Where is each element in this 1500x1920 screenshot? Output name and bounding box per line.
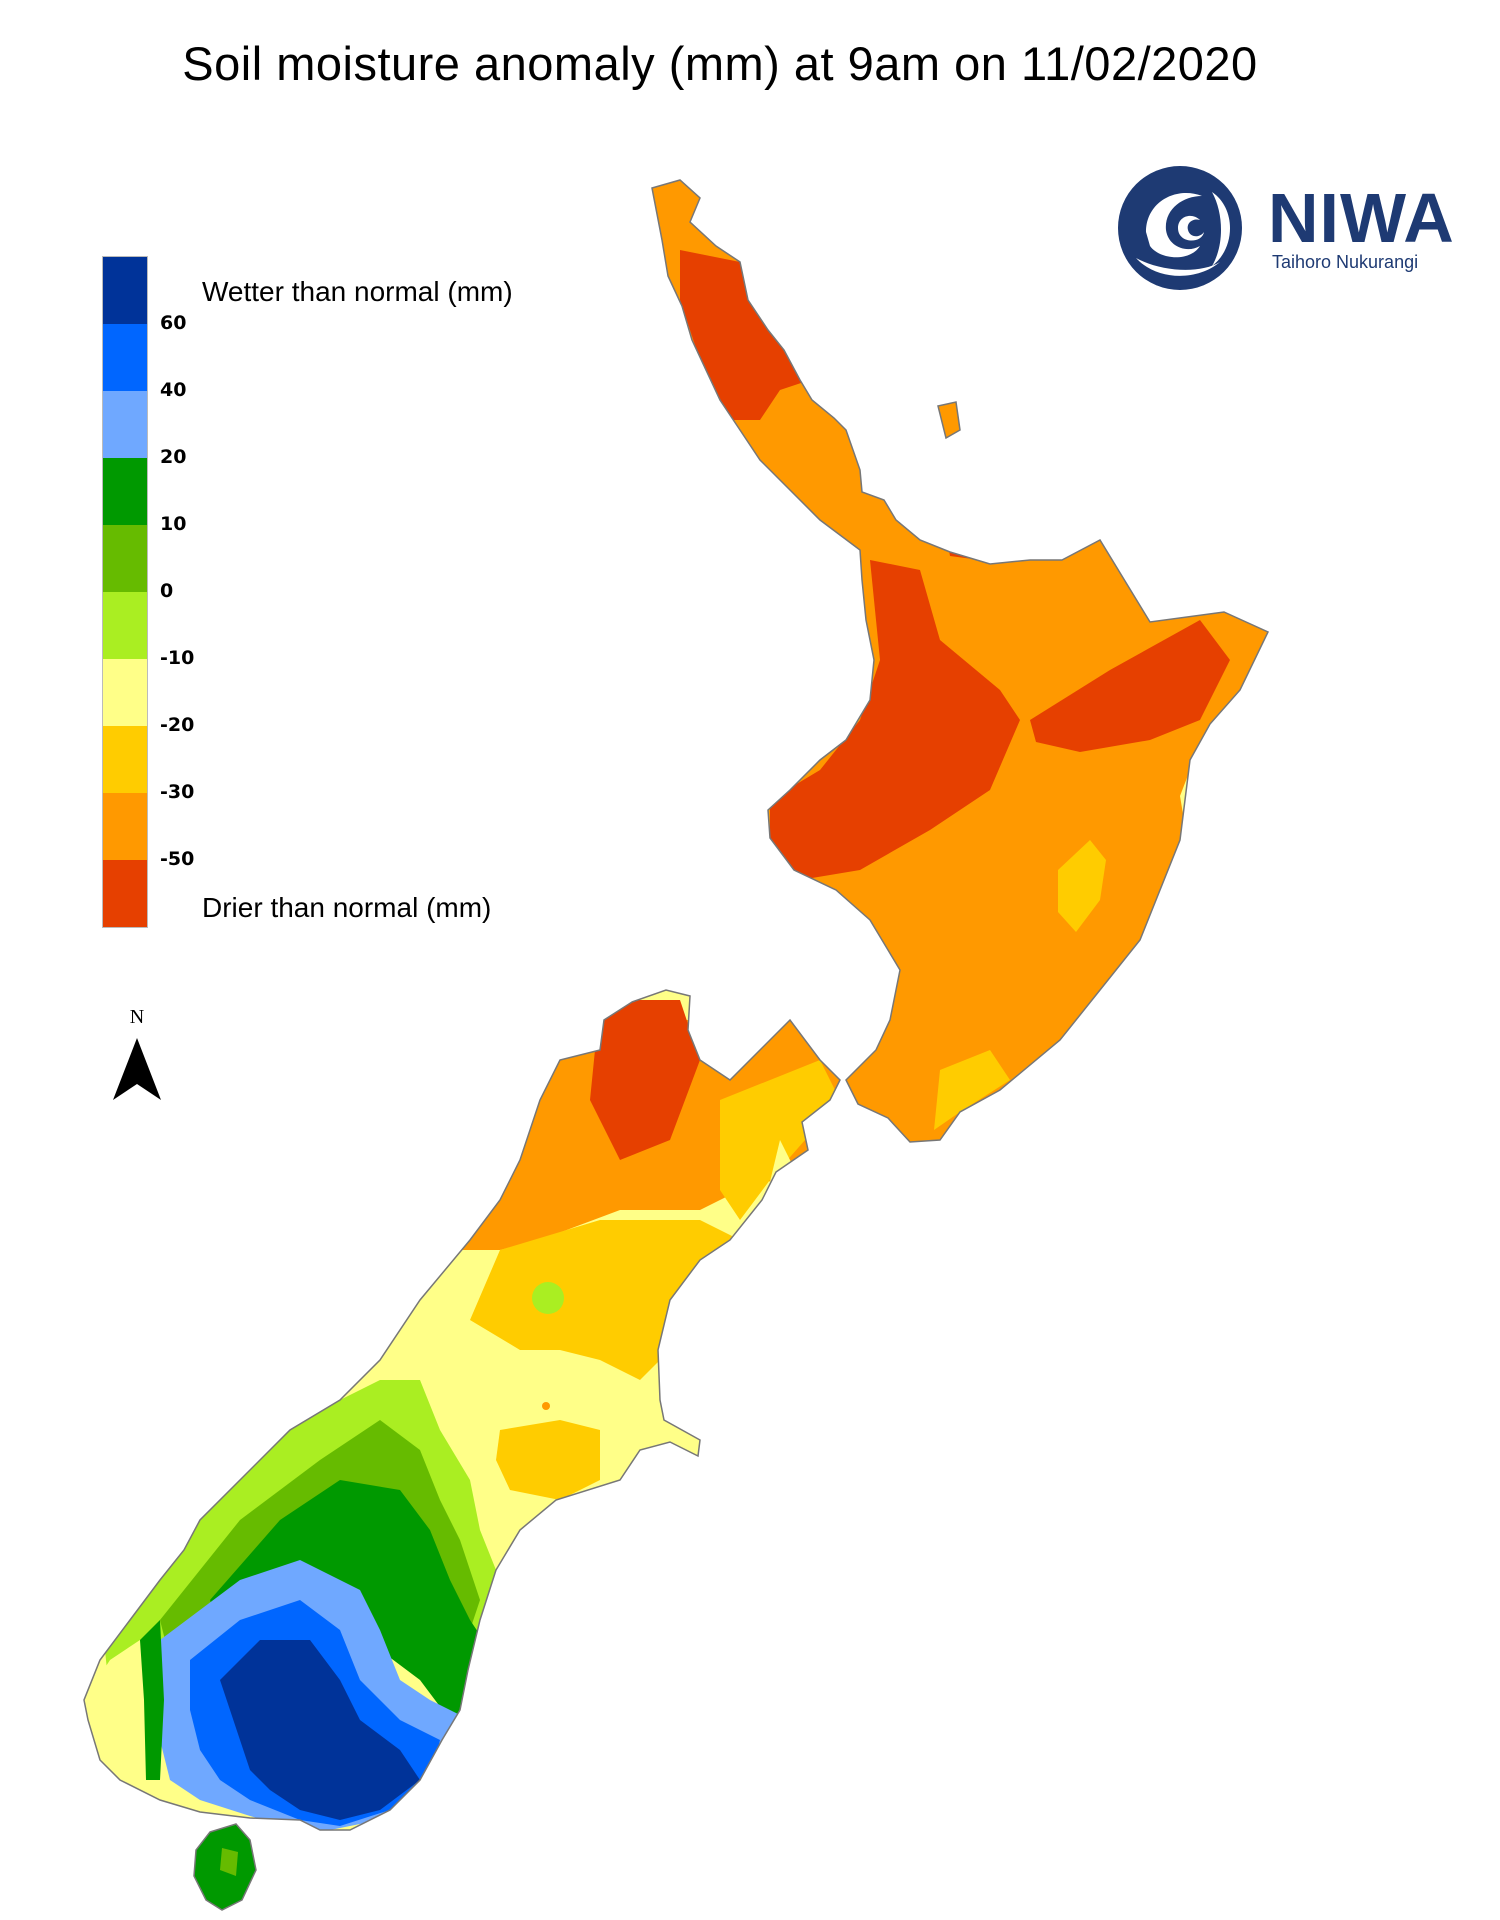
legend-swatch-very-wet (103, 324, 147, 391)
legend-tick-10: 10 (160, 513, 187, 535)
south-island (83, 989, 841, 1831)
legend-tick-minus-50: -50 (160, 848, 195, 870)
niwa-subtitle: Taihoro Nukurangi (1272, 252, 1419, 272)
legend-swatch-extremely-wet (103, 257, 147, 324)
niwa-swirl-icon (1118, 166, 1242, 290)
legend-tick-40: 40 (160, 379, 187, 401)
legend-swatch-dry (103, 793, 147, 860)
stewart-island (193, 1823, 257, 1911)
legend-swatch-near-normal-wet (103, 525, 147, 592)
legend-swatch-moderately-dry (103, 726, 147, 793)
legend-swatch-near-normal-dry (103, 592, 147, 659)
north-arrow-icon (113, 1038, 161, 1100)
legend-swatch-slightly-dry (103, 659, 147, 726)
legend-tick-0: 0 (160, 580, 174, 602)
legend-swatch-wet (103, 458, 147, 525)
legend-drier-label: Drier than normal (mm) (202, 892, 492, 923)
legend-tick-minus-30: -30 (160, 781, 195, 803)
legend-wetter-label: Wetter than normal (mm) (202, 276, 513, 307)
north-label: N (129, 1006, 145, 1028)
legend-tick-minus-10: -10 (160, 647, 195, 669)
legend-tick-20: 20 (160, 446, 187, 468)
legend-swatch-very-dry (103, 860, 147, 927)
north-island (651, 179, 1270, 1143)
niwa-name: NIWA (1268, 179, 1455, 257)
map-title: Soil moisture anomaly (mm) at 9am on 11/… (182, 37, 1258, 90)
niwa-logo: NIWA Taihoro Nukurangi (1116, 162, 1466, 292)
legend-swatch-wetter (103, 391, 147, 458)
legend-tick-minus-20: -20 (160, 714, 195, 736)
legend-tick-60: 60 (160, 312, 187, 334)
legend-colorbar (102, 256, 148, 928)
